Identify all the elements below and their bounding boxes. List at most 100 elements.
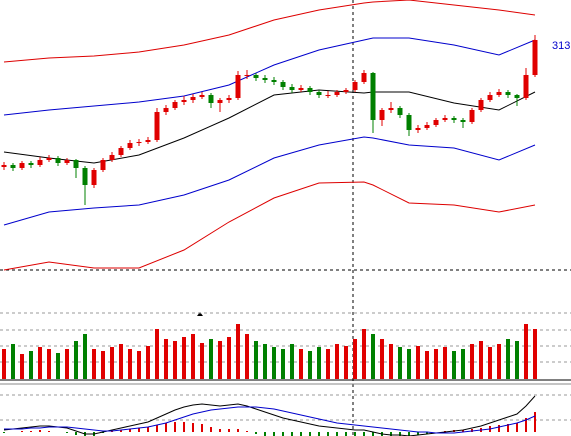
- candle-body: [244, 75, 250, 76]
- candle-body: [532, 40, 538, 75]
- volume-bar: [74, 341, 78, 379]
- candle-body: [19, 163, 25, 168]
- volume-bar: [380, 339, 384, 379]
- volume-bar: [209, 339, 213, 379]
- volume-bar: [173, 341, 177, 379]
- candle-body: [514, 95, 520, 98]
- band-line: [3, 0, 536, 63]
- volume-bar: [47, 349, 51, 379]
- candle-body: [235, 75, 241, 98]
- candle-body: [343, 90, 349, 92]
- volume-bar: [272, 347, 276, 379]
- volume-bar: [497, 344, 501, 379]
- macd-line: [3, 395, 536, 436]
- candle-body: [505, 92, 511, 95]
- candle-body: [199, 95, 205, 97]
- volume-bar: [290, 344, 294, 379]
- volume-bar: [218, 341, 222, 379]
- volume-bar: [362, 329, 366, 379]
- candle-body: [91, 170, 97, 185]
- candle-body: [10, 165, 16, 168]
- candle-body: [172, 102, 178, 108]
- volume-bar: [128, 349, 132, 379]
- candle-body: [370, 73, 376, 120]
- volume-bar: [2, 349, 6, 379]
- candle-body: [415, 128, 421, 130]
- volume-bar: [488, 347, 492, 379]
- volume-bar: [461, 349, 465, 379]
- candle-body: [424, 125, 430, 128]
- candle-body: [523, 75, 529, 98]
- candle-body: [136, 142, 142, 143]
- candle-body: [379, 110, 385, 120]
- volume-bar: [227, 337, 231, 379]
- band-line: [3, 89, 536, 164]
- band-line: [3, 181, 536, 271]
- candle-body: [190, 97, 196, 100]
- volume-bar: [137, 351, 141, 379]
- candle-body: [334, 92, 340, 95]
- candle-body: [109, 155, 115, 160]
- candle-body: [82, 168, 88, 185]
- volume-bar: [155, 329, 159, 379]
- candle-body: [73, 160, 79, 168]
- volume-bar: [416, 346, 420, 379]
- candle-body: [496, 92, 502, 95]
- volume-bar: [146, 346, 150, 379]
- candle-body: [28, 163, 34, 165]
- volume-bar: [326, 349, 330, 379]
- volume-bar: [353, 339, 357, 379]
- candle-body: [118, 148, 124, 155]
- volume-bar: [308, 351, 312, 379]
- volume-bar: [470, 344, 474, 379]
- candle-body: [406, 115, 412, 130]
- volume-bar: [344, 346, 348, 379]
- candle-body: [469, 110, 475, 122]
- volume-bar: [515, 341, 519, 379]
- candle-body: [262, 78, 268, 80]
- candle-body: [397, 108, 403, 115]
- candle-body: [361, 73, 367, 82]
- volume-bar: [371, 334, 375, 379]
- candle-body: [298, 88, 304, 90]
- candle-body: [154, 112, 160, 140]
- candle-body: [325, 95, 331, 96]
- candle-body: [388, 108, 394, 110]
- candle-body: [208, 95, 214, 103]
- candle-body: [55, 158, 61, 163]
- volume-bar: [182, 337, 186, 379]
- volume-bar: [263, 344, 267, 379]
- volume-bar: [317, 347, 321, 379]
- candle-body: [181, 100, 187, 102]
- candle-body: [145, 140, 151, 142]
- candle-body: [487, 95, 493, 100]
- volume-bar: [164, 339, 168, 379]
- candle-body: [271, 80, 277, 82]
- candle-body: [163, 108, 169, 112]
- band-line: [3, 136, 536, 226]
- volume-bar: [398, 347, 402, 379]
- candle-body: [217, 100, 223, 103]
- volume-bar: [29, 351, 33, 379]
- candle-body: [316, 92, 322, 95]
- volume-bar: [92, 349, 96, 379]
- candle-body: [352, 82, 358, 90]
- volume-bar: [245, 334, 249, 379]
- volume-bar: [110, 347, 114, 379]
- volume-bar: [11, 344, 15, 379]
- volume-bar: [443, 347, 447, 379]
- candle-body: [1, 165, 7, 167]
- candle-body: [280, 82, 286, 87]
- candle-body: [127, 143, 133, 148]
- volume-bar: [335, 344, 339, 379]
- volume-bar: [56, 353, 60, 379]
- volume-bar: [200, 343, 204, 379]
- volume-bar: [83, 334, 87, 379]
- volume-bar: [101, 351, 105, 379]
- volume-bar: [191, 334, 195, 379]
- candle-body: [37, 160, 43, 165]
- candle-body: [433, 120, 439, 125]
- candle-body: [226, 98, 232, 100]
